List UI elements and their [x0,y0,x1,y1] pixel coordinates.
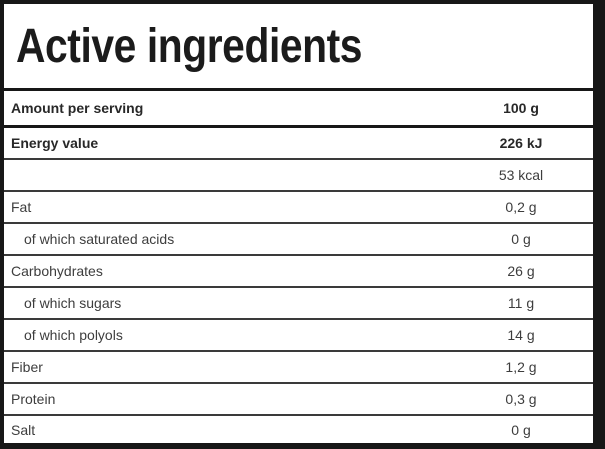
row-value: 0,3 g [505,391,537,407]
row-label: Fat [11,199,32,215]
table-title: Active ingredients [16,19,363,73]
row-value: 226 kJ [499,135,543,151]
table-row: of which saturated acids 0 g [4,224,593,256]
row-label: Amount per serving [11,100,144,116]
table-row: Energy value 226 kJ [4,128,593,160]
table-row: Fiber 1,2 g [4,352,593,384]
table-row: Fat 0,2 g [4,192,593,224]
table-row: Salt 0 g [4,416,593,443]
table-row: 53 kcal [4,160,593,192]
row-label: Fiber [11,359,43,375]
row-value: 100 g [503,100,539,116]
nutrition-table-body: Amount per serving 100 g Energy value 22… [4,91,593,443]
row-label: Protein [11,391,56,407]
row-value: 0,2 g [505,199,537,215]
row-value: 14 g [507,327,535,343]
row-label: of which sugars [24,295,122,311]
table-row: Carbohydrates 26 g [4,256,593,288]
row-value: 26 g [507,263,535,279]
row-label: of which saturated acids [24,231,175,247]
table-row: Amount per serving 100 g [4,91,593,128]
table-row: Protein 0,3 g [4,384,593,416]
row-label: of which polyols [24,327,123,343]
table-row: of which polyols 14 g [4,320,593,352]
table-row: of which sugars 11 g [4,288,593,320]
row-value: 53 kcal [498,167,544,183]
row-label: Carbohydrates [11,263,103,279]
row-label: Salt [11,421,36,438]
row-label: Energy value [11,135,99,151]
table-title-block: Active ingredients [4,4,593,91]
row-value: 0 g [511,421,531,438]
row-value: 1,2 g [505,359,537,375]
row-value: 0 g [511,231,531,247]
row-value: 11 g [507,295,535,311]
